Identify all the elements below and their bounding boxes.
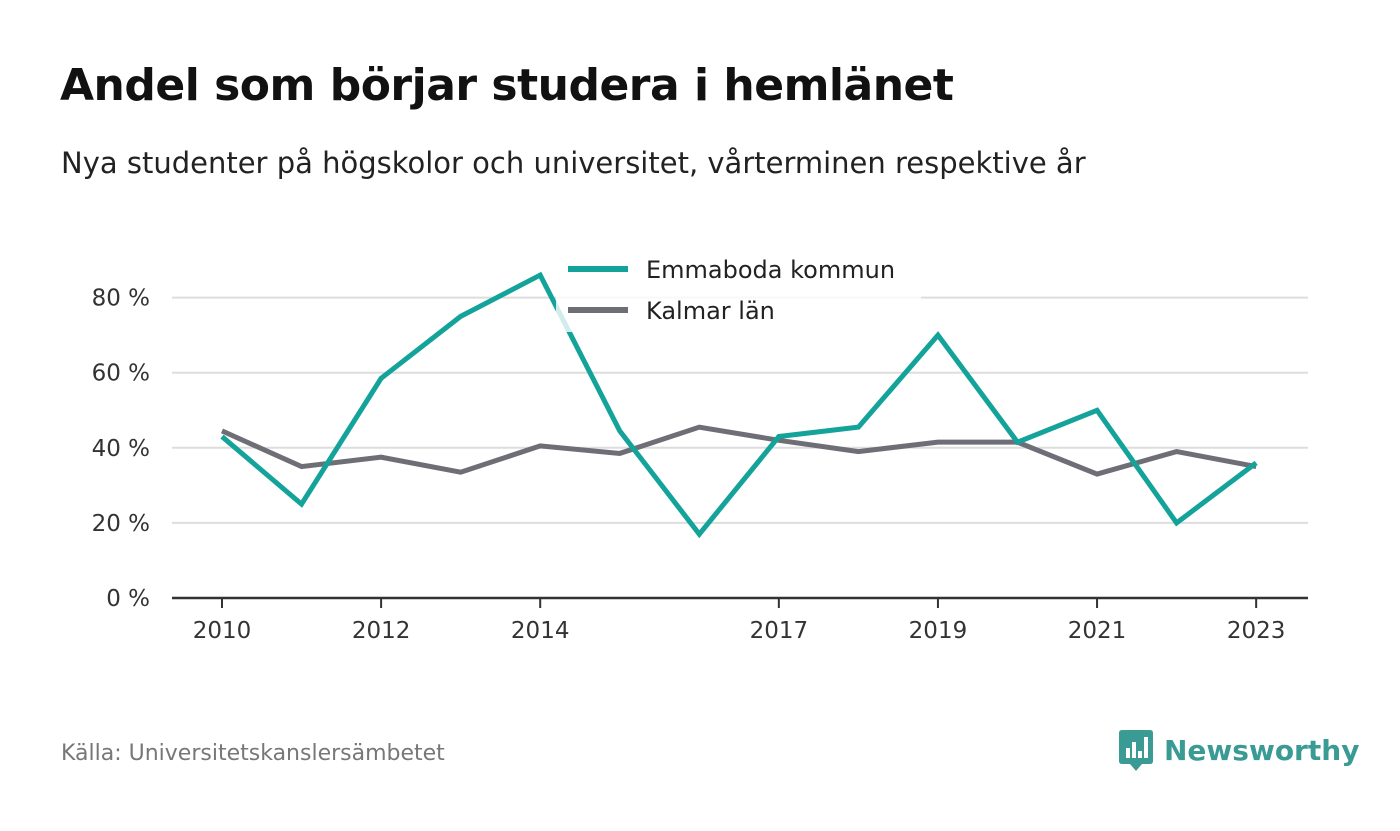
y-axis-tick-labels: 0 % 20 % 40 % 60 % 80 % <box>92 286 150 612</box>
chart-subtitle: Nya studenter på högskolor och universit… <box>61 146 1086 180</box>
legend-label: Kalmar län <box>646 297 775 325</box>
x-tick-label: 2014 <box>511 618 570 644</box>
x-tick-label: 2017 <box>750 618 809 644</box>
legend-label: Emmaboda kommun <box>646 256 895 284</box>
x-tick-label: 2019 <box>909 618 968 644</box>
line-chart: 0 % 20 % 40 % 60 % 80 % 2010 2012 2014 2017 2019… <box>91 246 1308 644</box>
x-tick-label: 2021 <box>1068 618 1127 644</box>
legend-background <box>556 246 921 332</box>
source-note: Källa: Universitetskanslersämbetet <box>61 741 445 766</box>
legend: Emmaboda kommun Kalmar län <box>556 246 921 332</box>
chart-title: Andel som börjar studera i hemlänet <box>60 60 954 111</box>
x-tick-label: 2010 <box>193 618 252 644</box>
gridlines <box>172 296 1308 600</box>
y-tick-label: 80 % <box>92 286 150 312</box>
y-tick-label: 20 % <box>92 511 150 537</box>
y-tick-label: 40 % <box>92 436 150 462</box>
x-axis-tick-labels: 2010 2012 2014 2017 2019 2021 2023 <box>193 598 1286 644</box>
y-tick-label: 0 % <box>106 586 150 612</box>
series-lines <box>220 271 1258 539</box>
brand-logo: Newsworthy <box>1118 728 1359 772</box>
brand-name: Newsworthy <box>1164 733 1360 767</box>
series-line-kalmar-län <box>220 424 1257 477</box>
y-tick-label: 60 % <box>92 361 150 387</box>
x-tick-label: 2023 <box>1227 618 1286 644</box>
series-line-emmaboda-kommun <box>220 271 1258 539</box>
newsworthy-logo-icon <box>1119 730 1153 771</box>
x-tick-label: 2012 <box>352 618 411 644</box>
